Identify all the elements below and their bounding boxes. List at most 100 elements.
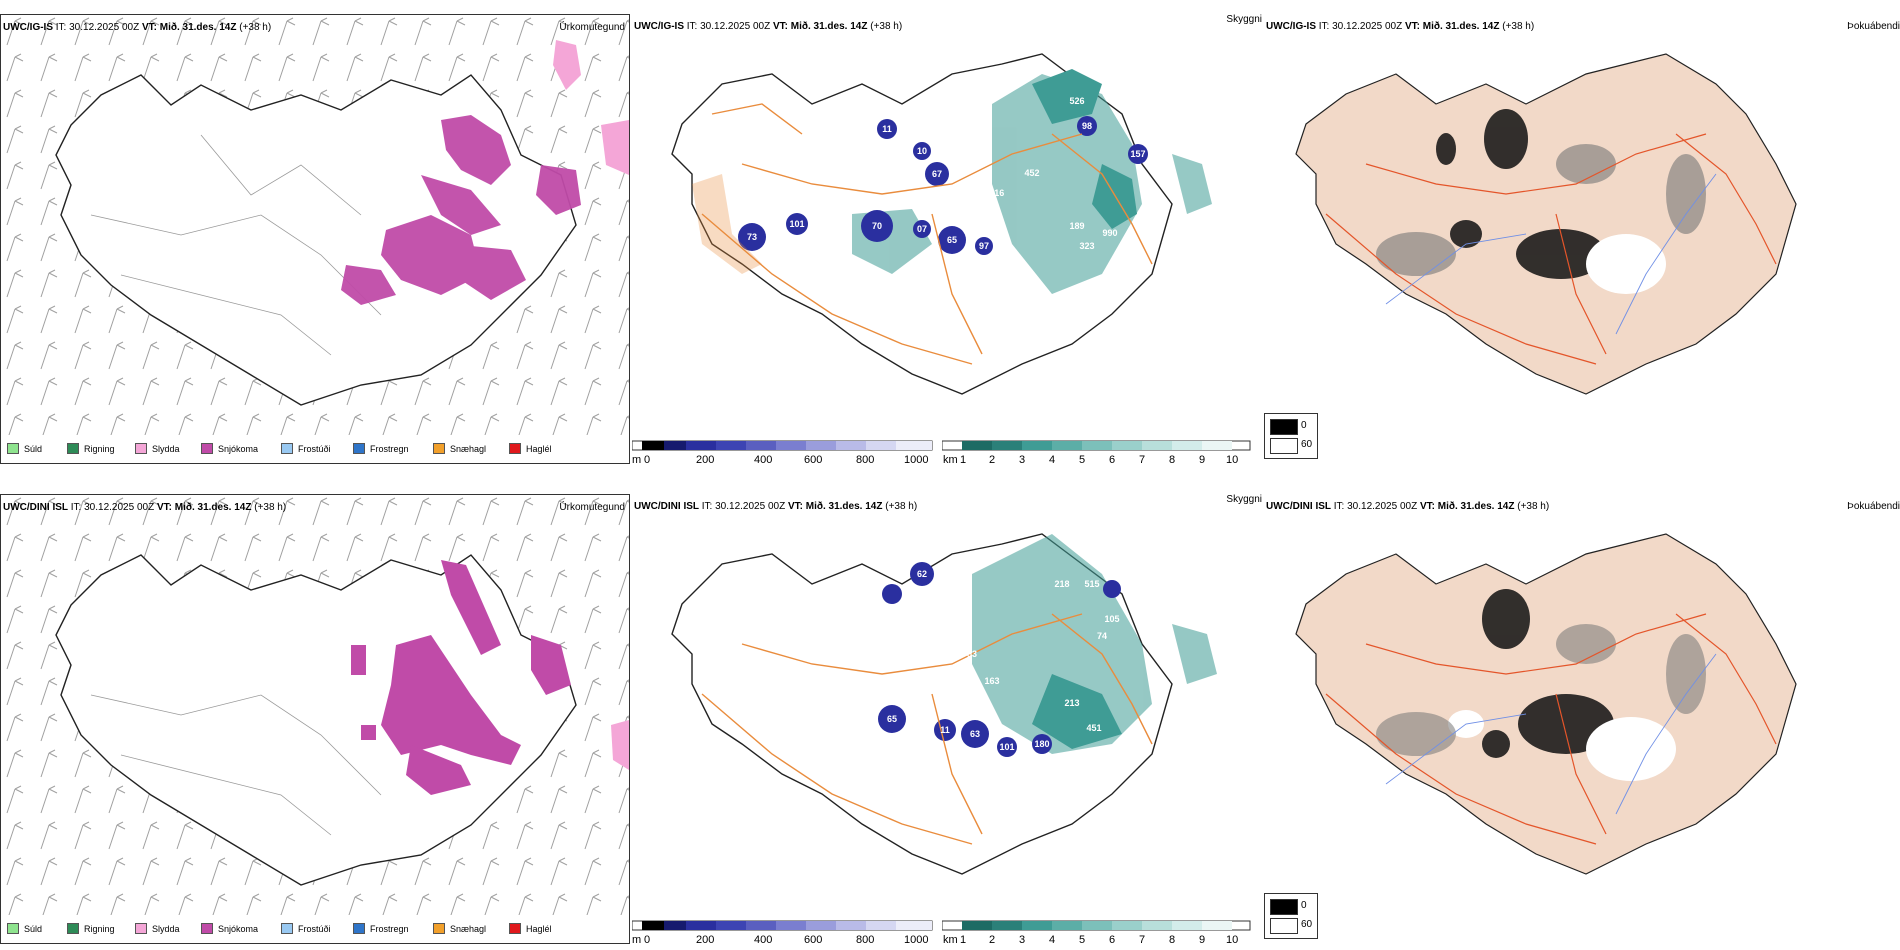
legend-item: Frostregn <box>353 443 409 454</box>
legend-swatch <box>67 443 79 454</box>
legend-swatch <box>7 923 19 934</box>
legend-swatch <box>353 443 365 454</box>
legend-swatch <box>135 443 147 454</box>
legend-item: Haglél <box>509 923 552 934</box>
fog-swatch-white <box>1270 918 1298 934</box>
ceiling-label: 452 <box>1024 168 1039 178</box>
panel-title-fog-bottom: Þokuábendi <box>1847 501 1900 512</box>
visibility-panel-bottom: 62 53 163 158 65 11 63 101 213 180 684 2… <box>632 494 1262 946</box>
vis-unit: km <box>943 454 958 466</box>
ceiling-label: 218 <box>1054 579 1069 589</box>
ceiling-label: 213 <box>1064 698 1079 708</box>
precip-map-top <box>1 15 629 435</box>
ceiling-label: 116 <box>990 188 1005 198</box>
legend-swatch <box>281 443 293 454</box>
ceiling-label: 157 <box>1130 149 1145 159</box>
legend-swatch <box>353 923 365 934</box>
legend-item: Rigning <box>67 443 115 454</box>
ceiling-label: 105 <box>1104 614 1119 624</box>
fog-legend-bottom: 0 60 <box>1264 893 1318 939</box>
legend-item: Snæhagl <box>433 923 486 934</box>
ceiling-label: 213 <box>974 758 989 768</box>
ceiling-label: 10 <box>917 146 927 156</box>
legend-swatch <box>509 923 521 934</box>
ceiling-colorbar-top <box>632 440 933 451</box>
ceiling-colorbar-bottom <box>632 920 933 931</box>
visibility-map-bottom: 62 53 163 158 65 11 63 101 213 180 684 2… <box>671 533 1217 875</box>
legend-swatch <box>201 443 213 454</box>
precip-legend-top: Súld Rigning Slydda Snjókoma Frostúði Fr… <box>1 437 631 461</box>
ceiling-label: 11 <box>882 124 892 134</box>
panel-title-fog-top: Þokuábendi <box>1847 21 1900 32</box>
header-bottom-left: UWC/DINI ISL IT: 30.12.2025 00Z VT: Mið.… <box>3 502 287 513</box>
ceiling-label: 74 <box>1097 631 1107 641</box>
legend-swatch <box>7 443 19 454</box>
fog-panel-bottom: UWC/DINI ISL IT: 30.12.2025 00Z VT: Mið.… <box>1266 494 1900 944</box>
ceiling-label: 73 <box>747 232 757 242</box>
valid-time: VT: Mið. 31.des. 14Z <box>141 22 237 33</box>
legend-item: Súld <box>7 923 42 934</box>
visibility-panel-top: 73 101 70 07 65 97 67 10 11 234 116 452 … <box>632 14 1262 466</box>
ceiling-label: 451 <box>1086 723 1101 733</box>
legend-swatch <box>509 443 521 454</box>
ceiling-label: 63 <box>970 729 980 739</box>
legend-item: Haglél <box>509 443 552 454</box>
ceiling-label: 515 <box>1084 579 1099 589</box>
vis-colorbar-bottom <box>942 920 1251 931</box>
legend-swatch <box>67 923 79 934</box>
ceiling-label: 97 <box>979 241 989 251</box>
legend-swatch <box>135 923 147 934</box>
ceiling-label: 526 <box>1069 96 1084 106</box>
header-bottom-right: UWC/DINI ISL IT: 30.12.2025 00Z VT: Mið.… <box>1266 501 1550 512</box>
ceiling-label: 98 <box>1082 121 1092 131</box>
precip-type-panel-bottom: UWC/DINI ISL IT: 30.12.2025 00Z VT: Mið.… <box>0 494 630 944</box>
fog-swatch-black <box>1270 899 1298 915</box>
panel-title-visibility-bottom: Skyggni <box>1226 494 1262 505</box>
iceland-outline <box>55 74 577 406</box>
lead-hours: (+38 h) <box>239 22 272 33</box>
legend-item: Frostúði <box>281 443 331 454</box>
header-top-left: UWC/IG-IS IT: 30.12.2025 00Z VT: Mið. 31… <box>3 22 271 33</box>
ceiling-label: 189 <box>1069 221 1084 231</box>
ceiling-label: 07 <box>917 224 927 234</box>
panel-title-precip-top: Úrkomutegund <box>559 22 625 33</box>
ceiling-label: 684 <box>1029 756 1044 766</box>
ceiling-label: 65 <box>947 235 957 245</box>
init-time: IT: 30.12.2025 00Z <box>55 22 140 33</box>
legend-item: Rigning <box>67 923 115 934</box>
ceiling-label: 62 <box>917 569 927 579</box>
model-name: UWC/IG-IS <box>3 22 53 33</box>
fog-swatch-white <box>1270 438 1298 454</box>
legend-item: Slydda <box>135 443 180 454</box>
ceiling-label: 101 <box>999 742 1014 752</box>
ceiling-label: 2 <box>799 731 804 741</box>
precip-map-bottom <box>1 495 629 915</box>
panel-title-visibility-top: Skyggni <box>1226 14 1262 25</box>
ceiling-label: 12 <box>797 246 807 256</box>
ceiling-label: 53 <box>967 649 977 659</box>
ceiling-label: 990 <box>1102 228 1117 238</box>
ceiling-label: 65 <box>887 714 897 724</box>
ceiling-label: 323 <box>1079 241 1094 251</box>
precip-type-panel-top: UWC/IG-IS IT: 30.12.2025 00Z VT: Mið. 31… <box>0 14 630 464</box>
ceiling-unit: m <box>632 454 642 466</box>
ceiling-label: 70 <box>872 221 882 231</box>
legend-swatch <box>433 923 445 934</box>
ceiling-label: 158 <box>969 701 984 711</box>
fog-legend-top: 0 60 <box>1264 413 1318 459</box>
legend-item: Snæhagl <box>433 443 486 454</box>
legend-item: Snjókoma <box>201 443 258 454</box>
ceiling-label: 101 <box>789 219 804 229</box>
ceiling-label: 234 <box>954 211 969 221</box>
ceiling-label: 163 <box>984 676 999 686</box>
fog-swatch-black <box>1270 419 1298 435</box>
precip-legend-bottom: Súld Rigning Slydda Snjókoma Frostúði Fr… <box>1 917 631 941</box>
vis-colorbar-top <box>942 440 1251 451</box>
legend-item: Frostúði <box>281 923 331 934</box>
legend-item: Snjókoma <box>201 923 258 934</box>
legend-swatch <box>281 923 293 934</box>
header-top-middle: UWC/IG-IS IT: 30.12.2025 00Z VT: Mið. 31… <box>634 21 903 32</box>
legend-swatch <box>433 443 445 454</box>
fog-map-bottom <box>1295 533 1797 875</box>
panel-title-precip-bottom: Úrkomutegund <box>559 502 625 513</box>
